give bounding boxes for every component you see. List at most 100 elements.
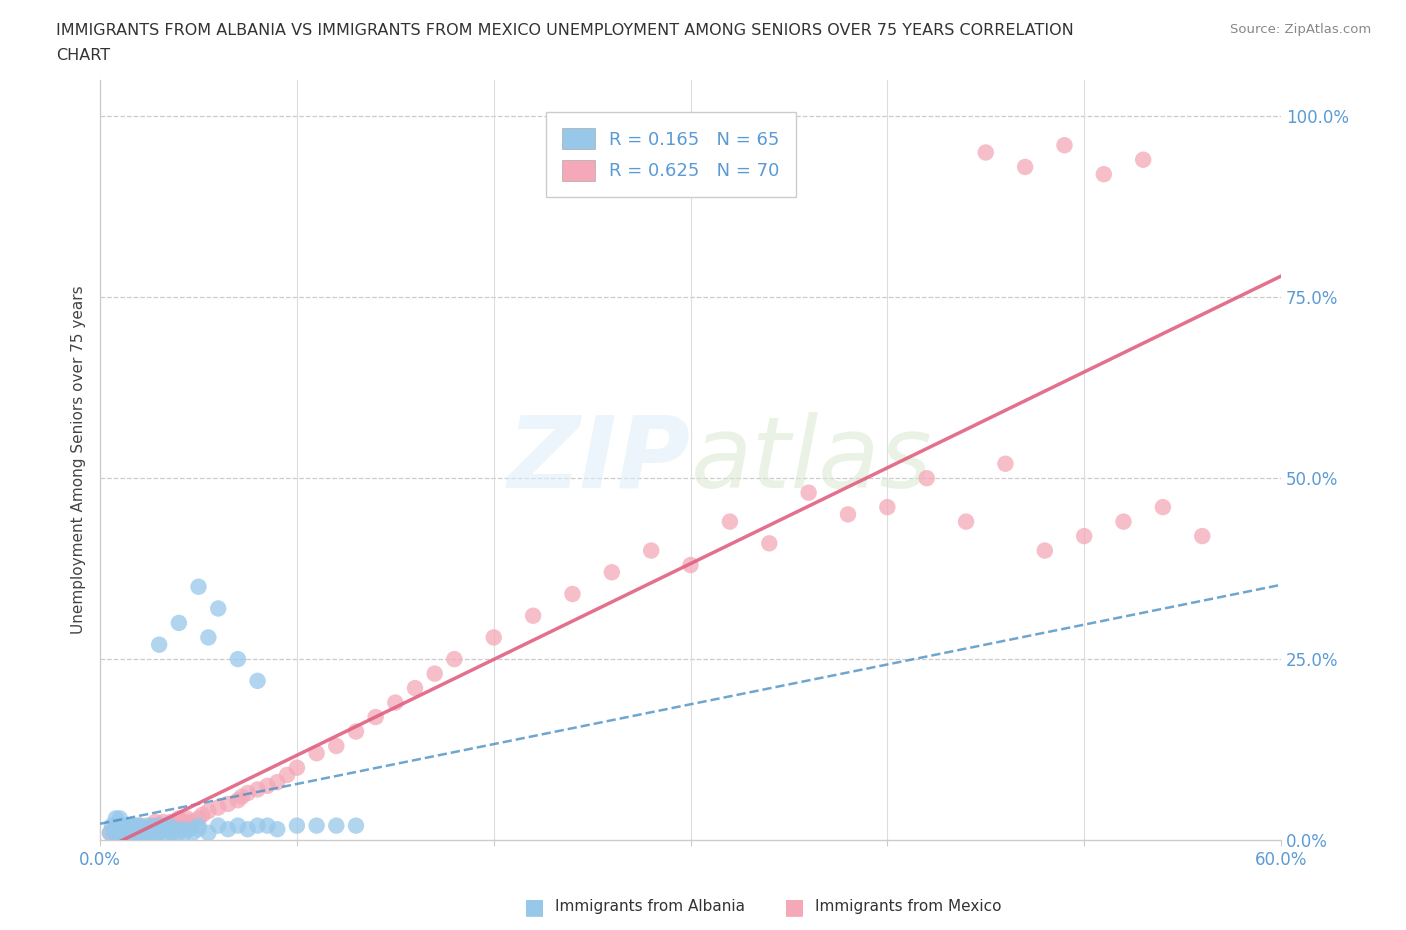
- Point: [122, 826, 145, 841]
- Point: [162, 826, 184, 841]
- Point: [561, 587, 583, 602]
- Text: IMMIGRANTS FROM ALBANIA VS IMMIGRANTS FROM MEXICO UNEMPLOYMENT AMONG SENIORS OVE: IMMIGRANTS FROM ALBANIA VS IMMIGRANTS FR…: [56, 23, 1074, 38]
- Point: [191, 807, 214, 822]
- Point: [157, 818, 180, 833]
- Point: [114, 822, 136, 837]
- Point: [118, 826, 141, 841]
- Point: [187, 818, 209, 833]
- Point: [103, 826, 125, 841]
- Point: [231, 790, 253, 804]
- Point: [176, 811, 198, 826]
- Point: [172, 815, 194, 830]
- Point: [1152, 499, 1174, 514]
- Point: [138, 826, 160, 841]
- Point: [1053, 138, 1076, 153]
- Point: [285, 818, 308, 833]
- Text: Immigrants from Mexico: Immigrants from Mexico: [815, 899, 1002, 914]
- Point: [679, 558, 702, 573]
- Point: [187, 579, 209, 594]
- Point: [173, 826, 195, 841]
- Point: [156, 818, 179, 833]
- Point: [207, 818, 229, 833]
- Point: [1191, 528, 1213, 543]
- Point: [156, 822, 179, 837]
- Point: [127, 822, 149, 837]
- Point: [108, 818, 131, 833]
- Point: [124, 818, 146, 833]
- Point: [112, 826, 135, 841]
- Point: [128, 826, 150, 841]
- Point: [1132, 153, 1154, 167]
- Point: [797, 485, 820, 500]
- Point: [187, 822, 209, 837]
- Point: [121, 822, 143, 837]
- Point: [404, 681, 426, 696]
- Point: [118, 826, 141, 841]
- Point: [98, 826, 121, 841]
- Point: [118, 818, 141, 833]
- Point: [152, 815, 174, 830]
- Point: [305, 746, 328, 761]
- Point: [167, 811, 190, 826]
- Point: [1033, 543, 1056, 558]
- Point: [246, 818, 269, 833]
- Point: [197, 804, 219, 818]
- Point: [101, 818, 124, 833]
- Point: [217, 796, 239, 811]
- Point: [423, 666, 446, 681]
- Point: [108, 818, 131, 833]
- Point: [141, 818, 163, 833]
- Text: atlas: atlas: [690, 412, 932, 509]
- Point: [325, 818, 347, 833]
- Point: [127, 826, 149, 841]
- Point: [136, 822, 159, 837]
- Point: [152, 818, 174, 833]
- Point: [134, 826, 156, 841]
- Text: ■: ■: [785, 897, 804, 917]
- Point: [256, 778, 278, 793]
- Point: [384, 695, 406, 710]
- Point: [143, 815, 166, 830]
- Text: CHART: CHART: [56, 48, 110, 63]
- Point: [146, 826, 169, 841]
- Point: [148, 818, 170, 833]
- Text: ■: ■: [524, 897, 544, 917]
- Point: [226, 793, 249, 808]
- Point: [141, 822, 163, 837]
- Point: [181, 826, 204, 841]
- Point: [344, 818, 367, 833]
- Point: [104, 811, 127, 826]
- Point: [114, 818, 136, 833]
- Point: [443, 652, 465, 667]
- Point: [187, 811, 209, 826]
- Point: [177, 822, 200, 837]
- Point: [718, 514, 741, 529]
- Point: [153, 826, 176, 841]
- Point: [600, 565, 623, 579]
- Point: [226, 652, 249, 667]
- Point: [915, 471, 938, 485]
- Point: [876, 499, 898, 514]
- Point: [131, 826, 153, 841]
- Point: [117, 826, 139, 841]
- Point: [197, 826, 219, 841]
- Point: [305, 818, 328, 833]
- Point: [266, 775, 288, 790]
- Point: [207, 601, 229, 616]
- Point: [124, 826, 146, 841]
- Point: [136, 818, 159, 833]
- Point: [236, 786, 259, 801]
- Point: [226, 818, 249, 833]
- Point: [955, 514, 977, 529]
- Point: [837, 507, 859, 522]
- Point: [974, 145, 997, 160]
- Point: [143, 818, 166, 833]
- Point: [124, 822, 146, 837]
- Point: [236, 822, 259, 837]
- Point: [344, 724, 367, 739]
- Point: [197, 630, 219, 644]
- Point: [217, 822, 239, 837]
- Point: [150, 822, 173, 837]
- Point: [142, 826, 165, 841]
- Point: [104, 826, 127, 841]
